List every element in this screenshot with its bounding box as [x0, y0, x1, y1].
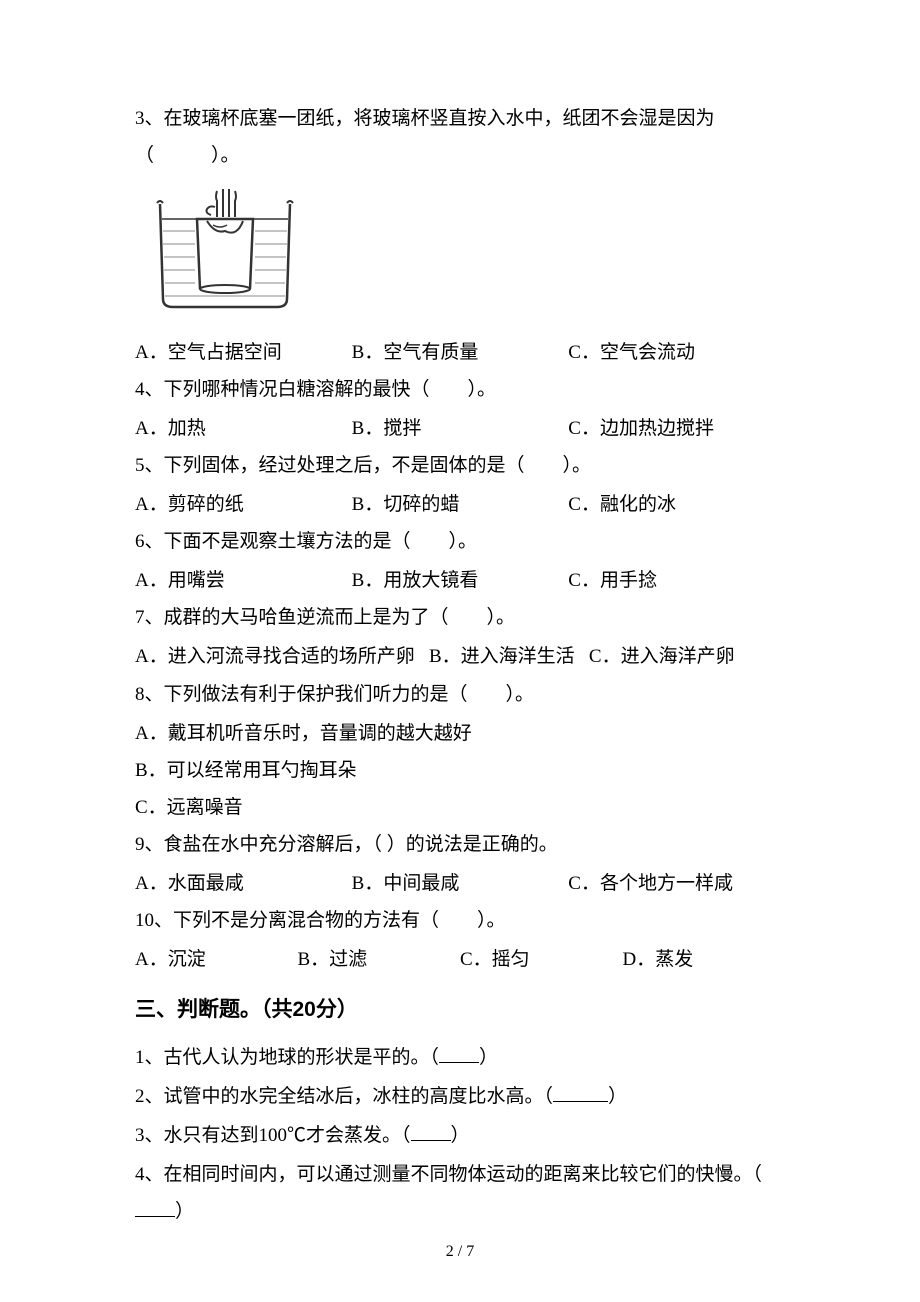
option-3c: C．空气会流动: [568, 334, 785, 371]
option-9a: A．水面最咸: [135, 865, 352, 902]
judge-2-before: 2、试管中的水完全结冰后，冰柱的高度比水高。（: [135, 1086, 553, 1107]
judge-3-after: ）: [451, 1125, 470, 1146]
judge-1-after: ）: [479, 1047, 498, 1068]
question-7-text: 7、成群的大马哈鱼逆流而上是为了（ ）。: [135, 599, 785, 636]
question-6-options: A．用嘴尝 B．用放大镜看 C．用手捻: [135, 562, 785, 599]
question-10: 10、下列不是分离混合物的方法有（ ）。: [135, 902, 785, 939]
option-7c: C．进入海洋产卵: [589, 638, 735, 675]
option-8c: C．远离噪音: [135, 789, 785, 826]
question-9-text: 9、食盐在水中充分溶解后，（ ）的说法是正确的。: [135, 826, 785, 863]
option-3b: B．空气有质量: [352, 334, 569, 371]
question-5: 5、下列固体，经过处理之后，不是固体的是（ ）。: [135, 447, 785, 484]
option-4c: C．边加热边搅拌: [568, 410, 785, 447]
question-6: 6、下面不是观察土壤方法的是（ ）。: [135, 523, 785, 560]
question-9-options: A．水面最咸 B．中间最咸 C．各个地方一样咸: [135, 865, 785, 902]
judge-1-blank: [439, 1044, 479, 1063]
judge-4: 4、在相同时间内，可以通过测量不同物体运动的距离来比较它们的快慢。（ ）: [135, 1156, 785, 1230]
question-4: 4、下列哪种情况白糖溶解的最快（ ）。: [135, 371, 785, 408]
option-6a: A．用嘴尝: [135, 562, 352, 599]
question-3-text: 3、在玻璃杯底塞一团纸，将玻璃杯竖直按入水中，纸团不会湿是因为（ ）。: [135, 100, 785, 174]
judge-1: 1、古代人认为地球的形状是平的。（ ）: [135, 1039, 785, 1076]
question-4-options: A．加热 B．搅拌 C．边加热边搅拌: [135, 410, 785, 447]
option-3a: A．空气占据空间: [135, 334, 352, 371]
question-8: 8、下列做法有利于保护我们听力的是（ ）。: [135, 676, 785, 713]
judge-1-before: 1、古代人认为地球的形状是平的。（: [135, 1047, 439, 1068]
judge-2-after: ）: [608, 1086, 627, 1107]
question-7-options: A．进入河流寻找合适的场所产卵 B．进入海洋生活 C．进入海洋产卵: [135, 638, 785, 675]
option-8b: B．可以经常用耳勺掏耳朵: [135, 752, 785, 789]
question-10-options: A．沉淀 B．过滤 C．摇匀 D．蒸发: [135, 941, 785, 978]
option-6c: C．用手捻: [568, 562, 785, 599]
option-10a: A．沉淀: [135, 941, 298, 978]
judge-3: 3、水只有达到100℃才会蒸发。（ ）: [135, 1117, 785, 1154]
option-8a: A．戴耳机听音乐时，音量调的越大越好: [135, 715, 785, 752]
diagram-glass-in-water: [145, 189, 785, 314]
option-5a: A．剪碎的纸: [135, 486, 352, 523]
judge-2-blank: [553, 1083, 608, 1102]
judge-3-before: 3、水只有达到100℃才会蒸发。（: [135, 1125, 411, 1146]
judge-4-blank: [135, 1198, 175, 1217]
option-9c: C．各个地方一样咸: [568, 865, 785, 902]
judge-4-after: ）: [175, 1201, 194, 1222]
question-3: 3、在玻璃杯底塞一团纸，将玻璃杯竖直按入水中，纸团不会湿是因为（ ）。: [135, 100, 785, 174]
option-4b: B．搅拌: [352, 410, 569, 447]
option-4a: A．加热: [135, 410, 352, 447]
section-3-title: 三、判断题。（共20分）: [135, 990, 785, 1031]
question-6-text: 6、下面不是观察土壤方法的是（ ）。: [135, 523, 785, 560]
question-8-text: 8、下列做法有利于保护我们听力的是（ ）。: [135, 676, 785, 713]
option-7a: A．进入河流寻找合适的场所产卵: [135, 638, 415, 675]
question-5-text: 5、下列固体，经过处理之后，不是固体的是（ ）。: [135, 447, 785, 484]
question-7: 7、成群的大马哈鱼逆流而上是为了（ ）。: [135, 599, 785, 636]
option-5b: B．切碎的蜡: [352, 486, 569, 523]
judge-4-before: 4、在相同时间内，可以通过测量不同物体运动的距离来比较它们的快慢。（: [135, 1164, 762, 1185]
question-5-options: A．剪碎的纸 B．切碎的蜡 C．融化的冰: [135, 486, 785, 523]
page-number: 2 / 7: [0, 1236, 920, 1267]
question-9: 9、食盐在水中充分溶解后，（ ）的说法是正确的。: [135, 826, 785, 863]
question-3-options: A．空气占据空间 B．空气有质量 C．空气会流动: [135, 334, 785, 371]
option-5c: C．融化的冰: [568, 486, 785, 523]
option-9b: B．中间最咸: [352, 865, 569, 902]
question-10-text: 10、下列不是分离混合物的方法有（ ）。: [135, 902, 785, 939]
option-10d: D．蒸发: [623, 941, 786, 978]
judge-2: 2、试管中的水完全结冰后，冰柱的高度比水高。（ ）: [135, 1078, 785, 1115]
question-8-options: A．戴耳机听音乐时，音量调的越大越好 B．可以经常用耳勺掏耳朵 C．远离噪音: [135, 715, 785, 826]
question-4-text: 4、下列哪种情况白糖溶解的最快（ ）。: [135, 371, 785, 408]
option-7b: B．进入海洋生活: [429, 638, 575, 675]
option-10c: C．摇匀: [460, 941, 623, 978]
judge-3-blank: [411, 1122, 451, 1141]
option-10b: B．过滤: [298, 941, 461, 978]
option-6b: B．用放大镜看: [352, 562, 569, 599]
